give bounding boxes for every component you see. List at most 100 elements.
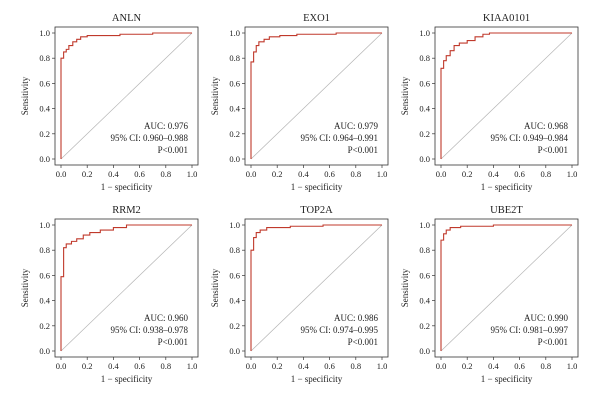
x-tick-label: 1.0 xyxy=(187,169,198,179)
y-tick-label: 0.2 xyxy=(39,321,50,331)
plot-frame xyxy=(244,218,389,358)
roc-panel-rrm2: RRM2 0.0 0.2 0.4 0.6 0.8 1.0 0.0 0.2 0.4 0.6 0.8 1.0… xyxy=(20,205,199,384)
x-tick-label: 0.2 xyxy=(462,169,473,179)
x-tick-label: 0.0 xyxy=(246,361,257,371)
y-tick-label: 0.4 xyxy=(419,296,430,306)
x-tick-label: 0.8 xyxy=(160,169,171,179)
y-tick-label: 0.4 xyxy=(419,104,430,114)
y-tick-label: 0.8 xyxy=(229,53,240,63)
y-tick-label: 0.8 xyxy=(39,245,50,255)
y-tick-label: 0.0 xyxy=(229,346,240,356)
roc-curve xyxy=(60,224,192,351)
x-axis-label: 1 − specificity xyxy=(291,182,343,192)
y-tick-label: 0.2 xyxy=(229,321,240,331)
x-tick-label: 0.2 xyxy=(272,169,283,179)
y-axis-label: Sensitivity xyxy=(210,268,220,307)
reference-diagonal xyxy=(440,224,573,352)
roc-panel-anln: ANLN 0.0 0.2 0.4 0.6 0.8 1.0 0.0 0.2 0.4 0.6 0.8 1.0… xyxy=(20,13,199,192)
plot-frame xyxy=(54,26,199,166)
reference-diagonal xyxy=(60,224,193,352)
y-tick-label: 0.4 xyxy=(229,104,240,114)
x-tick-label: 0.0 xyxy=(246,169,257,179)
y-axis-label: Sensitivity xyxy=(400,76,410,115)
y-axis-label: Sensitivity xyxy=(400,268,410,307)
x-tick-label: 0.0 xyxy=(436,361,447,371)
auc-annotation: 95% CI: 0.964–0.991 xyxy=(301,133,379,143)
x-tick-label: 0.8 xyxy=(160,361,171,371)
x-axis-label: 1 − specificity xyxy=(481,374,533,384)
reference-diagonal xyxy=(250,32,383,160)
panel-title: UBE2T xyxy=(490,205,523,216)
auc-annotation: AUC: 0.979 xyxy=(334,121,379,131)
auc-annotation: AUC: 0.960 xyxy=(144,313,189,323)
x-tick-label: 0.6 xyxy=(324,169,335,179)
y-tick-label: 0.0 xyxy=(419,346,430,356)
x-axis-label: 1 − specificity xyxy=(291,374,343,384)
auc-annotation: P<0.001 xyxy=(348,145,378,155)
x-axis-label: 1 − specificity xyxy=(101,182,153,192)
auc-annotation: 95% CI: 0.974–0.995 xyxy=(301,325,379,335)
roc-curve xyxy=(250,224,382,351)
reference-diagonal xyxy=(250,224,383,352)
x-tick-label: 0.4 xyxy=(108,361,119,371)
y-tick-label: 0.8 xyxy=(419,245,430,255)
x-tick-label: 1.0 xyxy=(377,169,388,179)
y-tick-label: 0.2 xyxy=(419,321,430,331)
y-tick-label: 0.6 xyxy=(419,78,430,88)
y-tick-label: 0.8 xyxy=(419,53,430,63)
x-tick-label: 0.2 xyxy=(82,169,93,179)
x-tick-label: 0.0 xyxy=(56,361,67,371)
x-tick-label: 0.4 xyxy=(298,169,309,179)
x-tick-label: 0.2 xyxy=(462,361,473,371)
y-tick-label: 0.0 xyxy=(229,154,240,164)
panel-title: TOP2A xyxy=(300,205,333,216)
plot-frame xyxy=(54,218,199,358)
y-tick-label: 0.8 xyxy=(229,245,240,255)
y-tick-label: 0.2 xyxy=(39,129,50,139)
x-tick-label: 0.2 xyxy=(272,361,283,371)
y-tick-label: 0.0 xyxy=(39,154,50,164)
auc-annotation: AUC: 0.990 xyxy=(524,313,569,323)
x-tick-label: 0.4 xyxy=(488,169,499,179)
auc-annotation: AUC: 0.986 xyxy=(334,313,379,323)
auc-annotation: P<0.001 xyxy=(158,145,188,155)
x-tick-label: 0.8 xyxy=(350,169,361,179)
y-axis-label: Sensitivity xyxy=(20,76,30,115)
panel-title: EXO1 xyxy=(303,13,330,24)
y-axis-label: Sensitivity xyxy=(20,268,30,307)
y-tick-label: 0.0 xyxy=(419,154,430,164)
roc-curve xyxy=(60,32,192,159)
x-tick-label: 0.4 xyxy=(298,361,309,371)
y-axis-label: Sensitivity xyxy=(210,76,220,115)
x-tick-label: 1.0 xyxy=(567,169,578,179)
roc-curve xyxy=(250,32,382,159)
plot-frame xyxy=(434,218,579,358)
y-tick-label: 0.4 xyxy=(39,104,50,114)
roc-panel-ube2t: UBE2T 0.0 0.2 0.4 0.6 0.8 1.0 0.0 0.2 0.4 0.6 0.8 1.… xyxy=(400,205,579,384)
x-tick-label: 0.6 xyxy=(134,361,145,371)
panel-title: KIAA0101 xyxy=(483,13,530,24)
auc-annotation: P<0.001 xyxy=(348,337,378,347)
y-tick-label: 1.0 xyxy=(419,28,430,38)
y-tick-label: 0.8 xyxy=(39,53,50,63)
auc-annotation: 95% CI: 0.938–0.978 xyxy=(111,325,189,335)
y-tick-label: 0.4 xyxy=(39,296,50,306)
roc-panel-exo1: EXO1 0.0 0.2 0.4 0.6 0.8 1.0 0.0 0.2 0.4 0.6 0.8 1.0… xyxy=(210,13,389,192)
reference-diagonal xyxy=(440,32,573,160)
auc-annotation: P<0.001 xyxy=(538,145,568,155)
x-tick-label: 0.6 xyxy=(514,169,525,179)
y-tick-label: 1.0 xyxy=(229,220,240,230)
y-tick-label: 1.0 xyxy=(39,28,50,38)
y-tick-label: 0.0 xyxy=(39,346,50,356)
auc-annotation: AUC: 0.968 xyxy=(524,121,569,131)
y-tick-label: 0.6 xyxy=(39,270,50,280)
y-tick-label: 1.0 xyxy=(229,28,240,38)
x-axis-label: 1 − specificity xyxy=(481,182,533,192)
panel-title: RRM2 xyxy=(112,205,141,216)
x-axis-label: 1 − specificity xyxy=(101,374,153,384)
roc-panel-top2a: TOP2A 0.0 0.2 0.4 0.6 0.8 1.0 0.0 0.2 0.4 0.6 0.8 1.… xyxy=(210,205,389,384)
y-tick-label: 0.2 xyxy=(419,129,430,139)
x-tick-label: 0.0 xyxy=(436,169,447,179)
panel-title: ANLN xyxy=(112,13,142,24)
x-tick-label: 1.0 xyxy=(187,361,198,371)
